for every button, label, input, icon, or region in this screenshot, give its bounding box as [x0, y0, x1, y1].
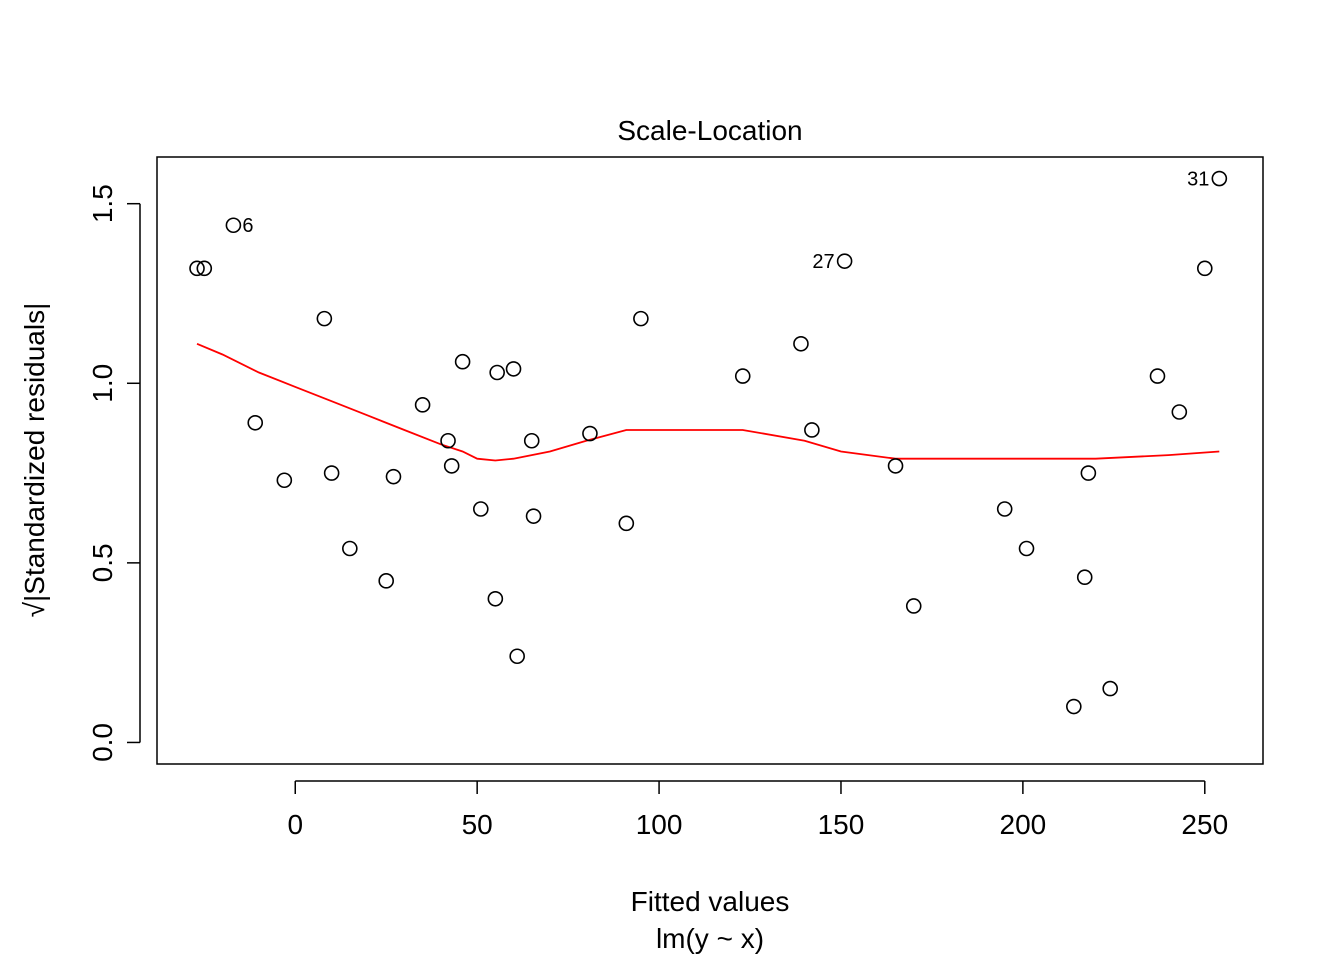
point-id-label: 27: [812, 251, 834, 273]
data-point: [454, 353, 471, 370]
lowess-smooth-line: [196, 342, 1220, 462]
data-point: [996, 501, 1013, 517]
data-point: [618, 515, 635, 532]
data-point: [378, 573, 395, 589]
data-point: [414, 397, 431, 413]
data-point: [316, 310, 333, 327]
x-tick-label: 250: [1181, 809, 1228, 840]
data-points: [189, 170, 1228, 715]
y-axis: 0.0 0.5 1.0 1.5: [87, 184, 141, 762]
data-point: [440, 432, 456, 449]
point-labels: 6 27 31: [242, 169, 1209, 274]
data-point: [804, 422, 820, 438]
x-axis-title: Fitted values: [631, 886, 790, 917]
data-point: [525, 508, 542, 524]
data-point: [1102, 680, 1118, 697]
data-point: [443, 458, 460, 474]
data-point: [836, 253, 853, 269]
x-tick-label: 0: [287, 809, 303, 840]
data-point: [1211, 170, 1228, 187]
y-tick-label: 1.0: [87, 364, 118, 403]
data-point: [505, 361, 522, 377]
y-tick-label: 1.5: [87, 184, 118, 223]
data-point: [523, 432, 540, 449]
data-point: [1076, 569, 1093, 586]
data-point: [385, 468, 402, 485]
data-point: [633, 310, 649, 327]
data-point: [1080, 465, 1097, 481]
data-point: [905, 598, 922, 614]
plot-frame: [156, 156, 1264, 765]
y-tick-label: 0.0: [87, 723, 118, 762]
data-point: [323, 465, 340, 481]
chart-title: Scale-Location: [617, 115, 802, 146]
x-tick-label: 150: [818, 809, 865, 840]
data-point: [1066, 698, 1082, 715]
data-point: [1196, 260, 1213, 277]
data-point: [196, 260, 213, 277]
data-point: [582, 425, 598, 442]
data-point: [472, 501, 489, 517]
data-point: [276, 472, 293, 489]
data-point: [1018, 540, 1035, 557]
data-point: [489, 364, 505, 381]
x-tick-label: 100: [636, 809, 683, 840]
data-point: [509, 648, 525, 665]
x-tick-label: 50: [462, 809, 493, 840]
data-point: [225, 217, 242, 234]
data-point: [887, 458, 904, 474]
data-point: [1171, 404, 1188, 420]
x-tick-label: 200: [1000, 809, 1047, 840]
data-point: [734, 368, 751, 384]
point-id-label: 31: [1187, 169, 1209, 191]
y-tick-label: 0.5: [87, 543, 118, 582]
data-point: [189, 260, 205, 277]
x-axis-subtitle: lm(y ~ x): [656, 923, 764, 954]
y-axis-title: √|Standardized residuals|: [19, 303, 50, 618]
x-axis: 0 50 100 150 200 250: [287, 780, 1228, 840]
data-point: [342, 540, 358, 557]
point-id-label: 6: [242, 215, 253, 237]
data-point: [487, 590, 504, 607]
data-point: [793, 335, 809, 352]
data-point: [247, 414, 264, 431]
data-point: [1149, 368, 1166, 384]
